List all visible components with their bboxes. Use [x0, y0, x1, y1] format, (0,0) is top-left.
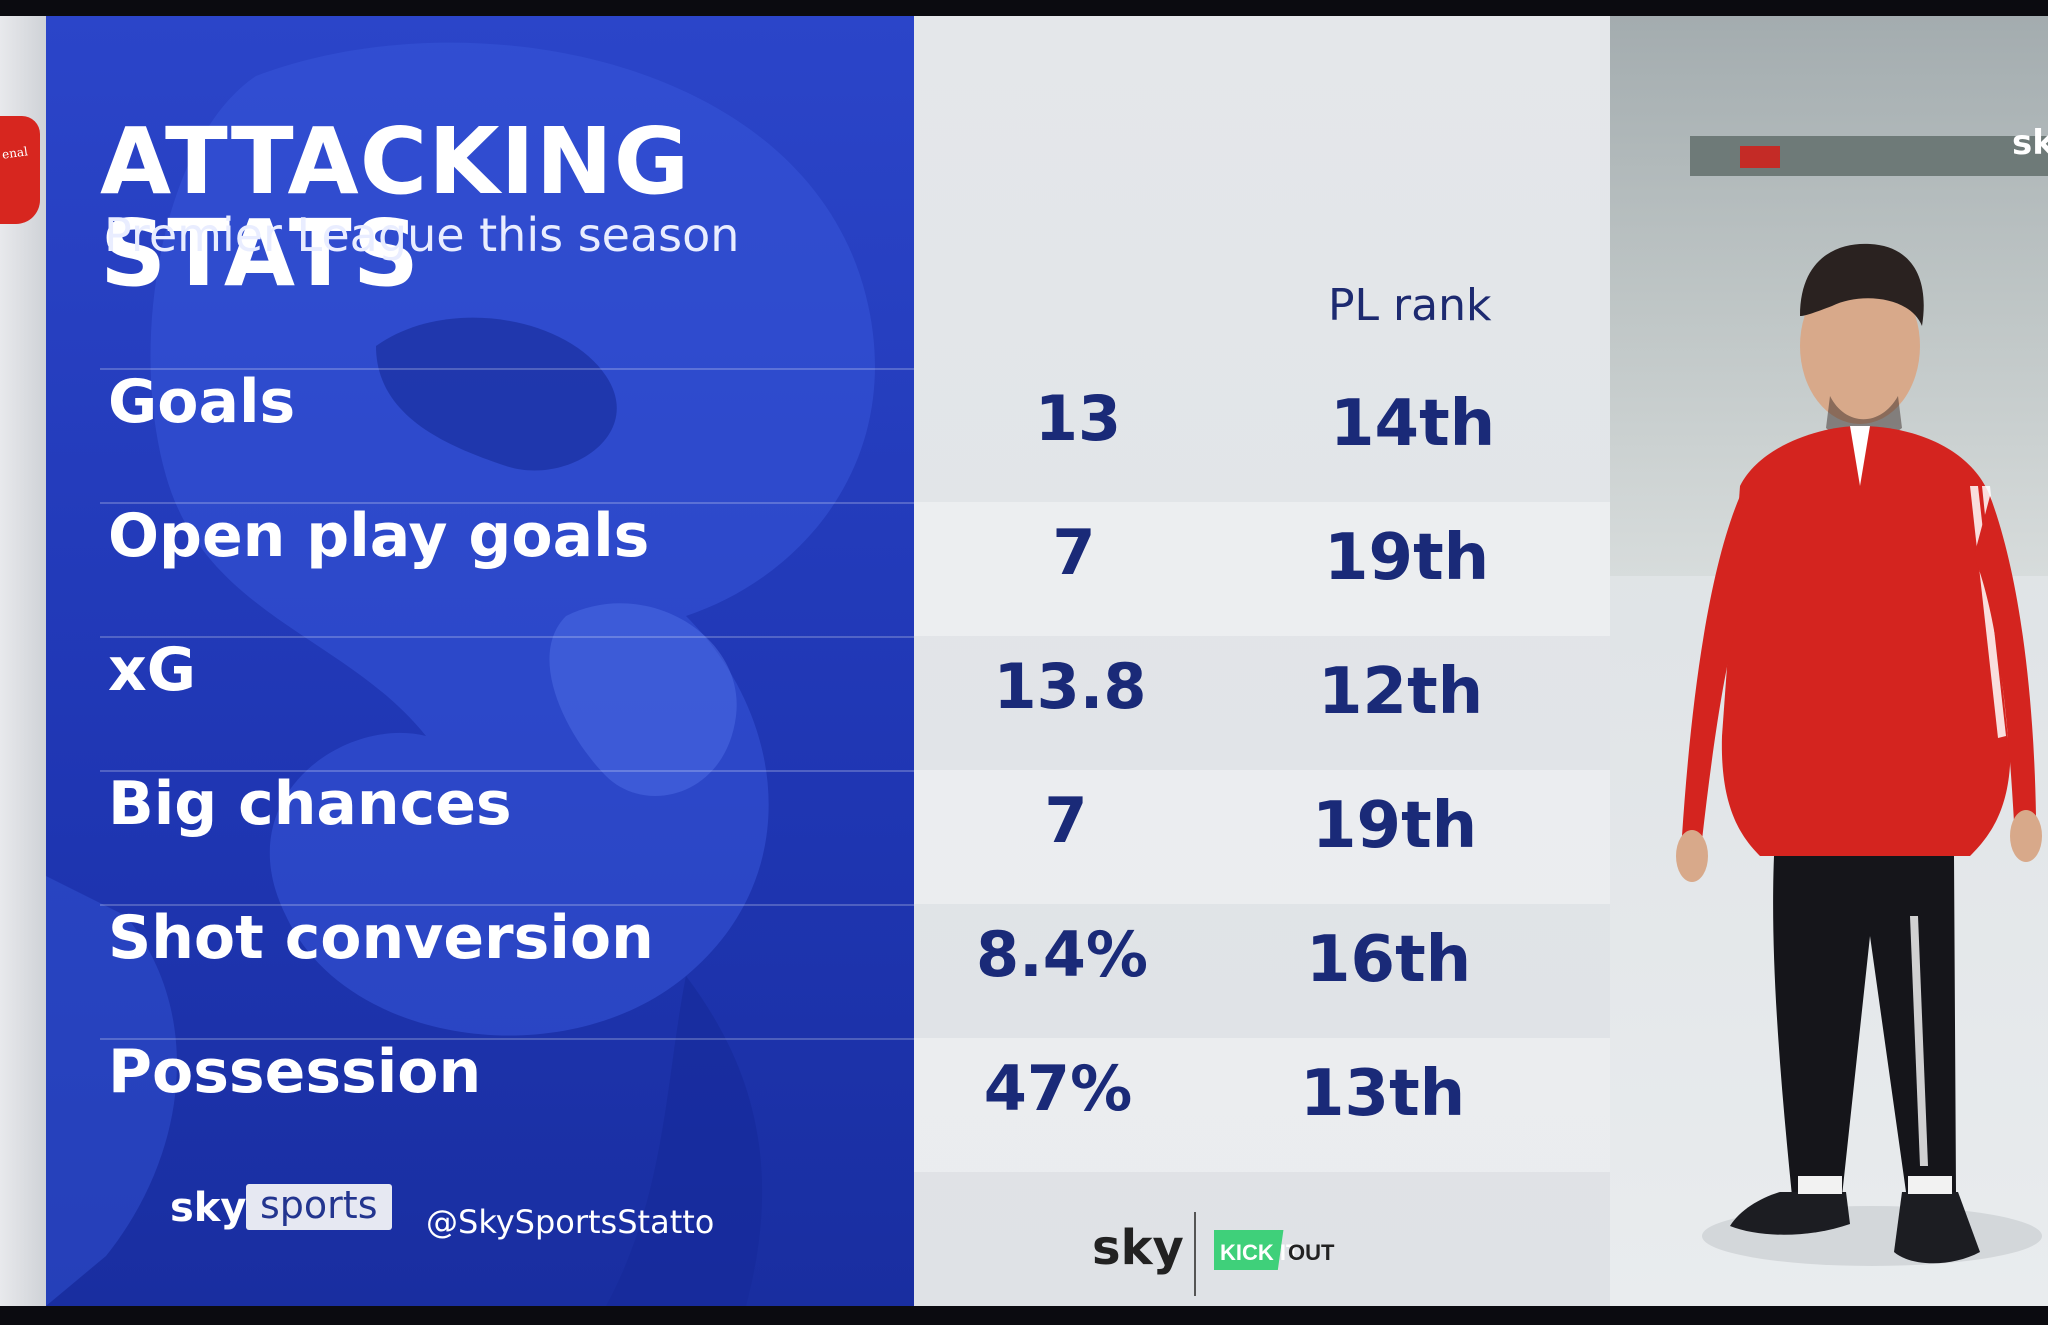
- manager-photo-panel: sk: [1610, 16, 2048, 1306]
- sky-sports-logo-sports: sports: [246, 1184, 392, 1230]
- stat-label-goals: Goals: [108, 367, 296, 437]
- stadium-board-red-panel: [1740, 146, 1780, 168]
- row-divider: [100, 502, 914, 504]
- stat-value-xg: 13.8: [993, 650, 1147, 723]
- kick-it-out-logo-icon: KICK IT OUT: [1214, 1230, 1335, 1270]
- value-row: [914, 1038, 1610, 1172]
- row-divider: [100, 368, 914, 370]
- row-divider: [100, 636, 914, 638]
- tv-screen: enal ATTACKING STATS Premier League this…: [0, 16, 2048, 1306]
- value-row: [914, 502, 1610, 636]
- left-edge-strip: enal: [0, 16, 46, 1306]
- rank-column-header: PL rank: [1328, 280, 1492, 331]
- stat-rank-xg: 12th: [1318, 655, 1484, 729]
- arsenal-crest-icon: enal: [0, 116, 40, 224]
- stat-value-open-play-goals: 7: [1052, 516, 1096, 589]
- page-subtitle: Premier League this season: [104, 208, 740, 262]
- stat-rank-possession: 13th: [1300, 1057, 1466, 1131]
- stats-blue-panel: ATTACKING STATS Premier League this seas…: [46, 16, 914, 1306]
- sky-logo: sky: [1092, 1220, 1184, 1276]
- row-divider: [100, 1038, 914, 1040]
- stat-rank-goals: 14th: [1330, 387, 1496, 461]
- stat-label-open-play-goals: Open play goals: [108, 501, 650, 571]
- sky-sports-logo-sky: sky: [170, 1185, 247, 1231]
- stat-rank-big-chances: 19th: [1312, 789, 1478, 863]
- corner-channel-logo: sk: [2012, 123, 2048, 163]
- stat-value-goals: 13: [1034, 382, 1122, 455]
- logo-divider: [1194, 1212, 1196, 1296]
- manager-figure-icon: [1676, 243, 2042, 1266]
- stats-values-panel: PL rank 13 7 13.8 7 8.4% 47% 14th 19th 1…: [914, 16, 1610, 1306]
- stat-value-big-chances: 7: [1044, 784, 1088, 857]
- stat-label-xg: xG: [108, 635, 196, 705]
- crest-text: enal: [1, 144, 29, 162]
- twitter-handle: @SkySportsStatto: [426, 1203, 715, 1241]
- stat-rank-open-play-goals: 19th: [1324, 521, 1490, 595]
- lion-watermark-icon: [46, 42, 875, 1306]
- row-divider: [100, 904, 914, 906]
- stat-label-shot-conversion: Shot conversion: [108, 903, 654, 973]
- value-row: [914, 770, 1610, 904]
- svg-text:OUT: OUT: [1288, 1240, 1335, 1265]
- svg-text:KICK IT: KICK IT: [1220, 1240, 1300, 1265]
- stat-value-shot-conversion: 8.4%: [976, 918, 1148, 991]
- stat-rank-shot-conversion: 16th: [1306, 923, 1472, 997]
- page-title: ATTACKING STATS: [100, 108, 691, 307]
- stat-value-possession: 47%: [983, 1052, 1133, 1125]
- stat-label-possession: Possession: [108, 1037, 482, 1107]
- stat-label-big-chances: Big chances: [108, 769, 512, 839]
- row-divider: [100, 770, 914, 772]
